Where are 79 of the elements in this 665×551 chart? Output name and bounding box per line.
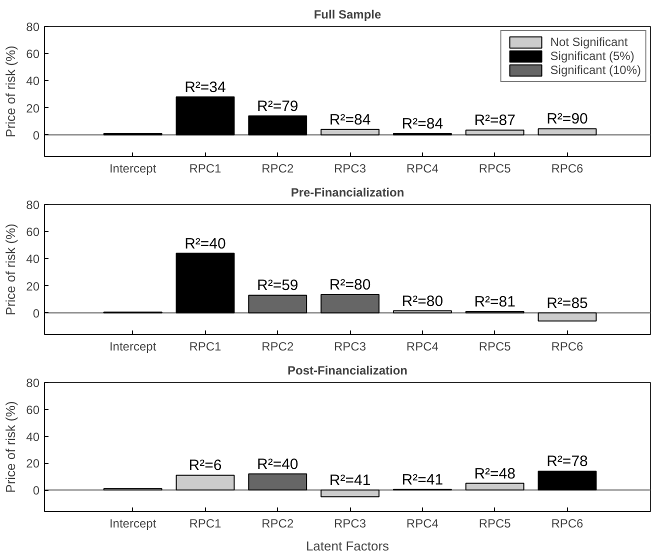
y-tick-label: 20 (26, 456, 40, 471)
annotation: R²=48 (474, 465, 516, 482)
bar (248, 473, 308, 490)
y-tick-label: 60 (26, 47, 40, 62)
x-tick-label: RPC3 (334, 340, 366, 354)
x-tick-label: RPC3 (334, 516, 366, 530)
annotation: R²=41 (329, 472, 371, 489)
bar (248, 294, 308, 314)
y-tick-label: 0 (32, 128, 40, 142)
annotation: R²=84 (329, 111, 371, 128)
x-tick-label: RPC2 (262, 516, 294, 530)
x-tick-label: RPC1 (189, 516, 222, 530)
bar (176, 96, 235, 136)
annotation: R²=41 (402, 471, 444, 488)
legend-label: Significant (5%) (550, 49, 634, 63)
x-tick-label: Intercept (109, 162, 157, 176)
y-tick-label: 40 (26, 74, 40, 88)
x-tick-label: RPC4 (406, 340, 439, 354)
bar (320, 294, 380, 314)
x-tick-label: RPC5 (478, 516, 512, 530)
legend-label: Not Significant (550, 35, 628, 49)
annotation: R²=40 (184, 235, 226, 252)
x-tick-label: RPC2 (262, 162, 294, 176)
chart-title: Full Sample (314, 8, 382, 22)
annotation: R²=84 (402, 115, 444, 132)
bar (538, 128, 597, 136)
x-tick-label: RPC6 (551, 516, 584, 530)
x-axis-title: Latent Factors (306, 538, 390, 551)
x-tick-label: Intercept (109, 340, 157, 354)
x-tick-label: RPC1 (189, 340, 222, 354)
annotation: R²=87 (474, 112, 516, 130)
annotation: R²=34 (184, 78, 226, 96)
annotation: R²=81 (474, 293, 516, 310)
y-tick-label: 40 (26, 430, 40, 444)
annotation: R²=40 (256, 456, 298, 473)
bar (538, 470, 597, 490)
x-tick-label: RPC1 (189, 162, 222, 176)
y-tick-label: 80 (26, 20, 40, 34)
bar (392, 310, 452, 314)
annotation: R²=79 (256, 98, 298, 115)
bar (248, 115, 308, 136)
x-tick-label: RPC4 (406, 516, 439, 530)
y-tick-label: 0 (32, 306, 40, 320)
annotation: R²=80 (329, 276, 371, 294)
y-tick-label: 20 (26, 279, 40, 294)
bar (538, 312, 597, 322)
y-tick-label: 40 (26, 252, 40, 266)
bar (465, 482, 524, 490)
annotation: R²=6 (188, 457, 222, 474)
annotation: R²=78 (546, 453, 588, 470)
bar (465, 130, 524, 136)
chart-title: Pre-Financialization (290, 186, 404, 200)
x-tick-label: RPC2 (262, 340, 294, 354)
annotation: R²=59 (256, 277, 298, 294)
y-axis-title: Price of risk (%) (3, 401, 18, 493)
y-tick-label: 20 (26, 101, 40, 116)
y-tick-label: 80 (26, 198, 40, 212)
y-tick-label: 60 (26, 402, 40, 417)
y-tick-label: 80 (26, 376, 40, 390)
x-tick-label: Intercept (109, 516, 157, 530)
legend-label: Significant (10%) (550, 63, 641, 77)
x-tick-label: RPC5 (478, 162, 512, 176)
annotation: R²=85 (546, 294, 588, 312)
bar (176, 252, 235, 314)
chart-title: Post-Financialization (287, 364, 408, 378)
x-tick-label: RPC6 (551, 162, 584, 176)
bar (176, 474, 235, 490)
x-tick-label: RPC3 (334, 162, 366, 176)
bar (320, 128, 380, 136)
y-tick-label: 60 (26, 225, 40, 240)
bar (320, 490, 380, 498)
x-tick-label: RPC4 (406, 162, 439, 176)
y-axis-title: Price of risk (%) (3, 224, 18, 316)
annotation: R²=80 (402, 292, 444, 310)
x-tick-label: RPC6 (551, 340, 584, 354)
y-tick-label: 0 (32, 484, 40, 498)
y-axis-title: Price of risk (%) (3, 46, 18, 138)
x-tick-label: RPC5 (478, 340, 512, 354)
annotation: R²=90 (546, 110, 588, 128)
